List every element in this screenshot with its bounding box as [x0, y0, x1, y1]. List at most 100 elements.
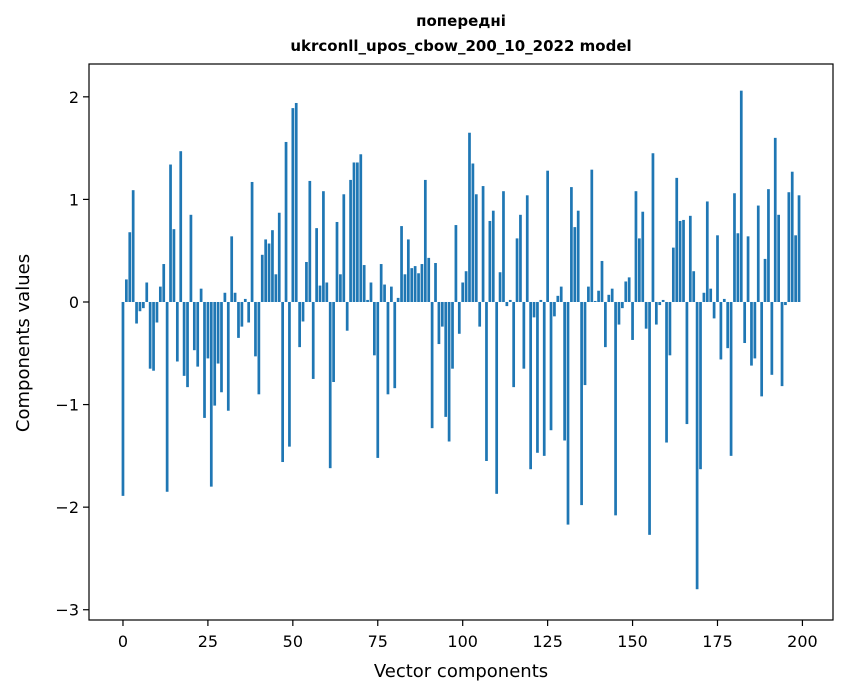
bar — [675, 177, 679, 302]
bar — [451, 301, 454, 369]
bar — [794, 235, 797, 302]
bar — [515, 238, 519, 302]
bar — [780, 301, 784, 387]
bar — [199, 288, 203, 302]
bar — [240, 301, 244, 327]
bar — [243, 298, 247, 302]
bar — [604, 301, 607, 348]
bar — [746, 236, 750, 302]
bar — [223, 292, 227, 302]
bar — [566, 301, 570, 525]
bar — [427, 257, 431, 302]
x-tick-label: 150 — [617, 632, 648, 651]
bar — [233, 292, 237, 302]
bar — [362, 265, 366, 302]
bar — [502, 191, 505, 302]
y-tick-label: −1 — [55, 396, 79, 415]
bar — [532, 301, 536, 318]
bar — [583, 301, 587, 386]
bar — [644, 301, 648, 329]
bar — [498, 272, 502, 302]
bar — [593, 300, 597, 302]
bar — [284, 141, 288, 302]
bar — [390, 286, 393, 302]
bar — [756, 205, 760, 302]
bar — [536, 301, 539, 453]
bar — [131, 190, 135, 302]
bar — [158, 286, 162, 302]
bar — [648, 301, 651, 535]
bar — [743, 301, 747, 344]
bar — [736, 233, 740, 302]
bar — [121, 301, 125, 496]
bar — [654, 301, 658, 325]
bar — [580, 301, 583, 506]
bar — [719, 301, 723, 360]
bar — [716, 235, 719, 302]
bar — [226, 301, 230, 411]
bar — [318, 285, 322, 302]
bar — [274, 274, 278, 302]
chart-title-line1: попередні — [416, 12, 506, 30]
bar — [478, 301, 482, 327]
bar — [682, 219, 685, 302]
bar — [519, 214, 522, 302]
y-tick-label: 1 — [69, 190, 79, 209]
bar — [400, 226, 403, 302]
bar — [767, 189, 770, 302]
bar — [345, 301, 349, 331]
bar — [403, 274, 407, 302]
bar — [539, 299, 543, 302]
bar — [386, 301, 390, 395]
bar — [349, 179, 352, 302]
bar — [491, 210, 495, 302]
bar — [281, 301, 284, 463]
x-axis-ticks: 0 25 50 75 100 125 150 175 200 — [118, 620, 818, 651]
bar — [152, 301, 155, 371]
bar — [182, 301, 186, 376]
bar — [787, 192, 791, 302]
bar — [773, 137, 777, 302]
bar — [203, 301, 206, 418]
bar — [570, 187, 573, 302]
bar — [271, 230, 274, 302]
bar — [145, 282, 149, 302]
bar — [230, 236, 234, 302]
bar — [264, 239, 268, 302]
bar — [634, 191, 638, 302]
bar — [617, 301, 621, 325]
bar — [784, 301, 787, 306]
bar — [352, 162, 356, 302]
x-tick-label: 200 — [787, 632, 818, 651]
bar — [699, 301, 702, 470]
bar — [600, 260, 604, 302]
bar — [169, 164, 172, 302]
bar — [305, 261, 308, 302]
bar — [668, 301, 672, 356]
bar — [260, 254, 264, 302]
bar — [216, 301, 220, 364]
bar — [376, 301, 380, 458]
bar — [383, 284, 386, 302]
bar — [155, 301, 159, 323]
bar — [339, 274, 342, 302]
bar — [366, 299, 369, 302]
bar — [658, 301, 662, 306]
bar — [359, 154, 363, 302]
bar — [576, 210, 580, 302]
bar — [410, 268, 414, 302]
bar — [247, 301, 251, 323]
bar — [631, 301, 634, 340]
bar — [288, 301, 291, 447]
bar — [651, 153, 655, 302]
bar — [301, 301, 305, 322]
bar — [206, 301, 210, 359]
bar — [413, 266, 417, 302]
x-tick-label: 50 — [283, 632, 303, 651]
bar — [573, 227, 577, 302]
bar — [434, 263, 437, 302]
bar — [417, 273, 420, 302]
bar — [328, 301, 332, 469]
bar — [125, 279, 128, 302]
bar — [189, 214, 193, 302]
